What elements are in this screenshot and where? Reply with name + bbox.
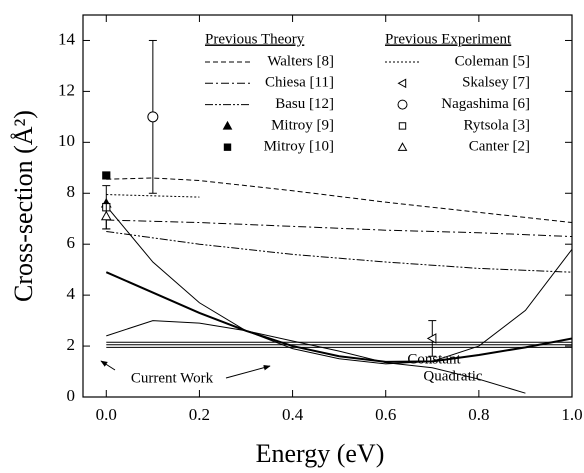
x-tick-label: 0.0 xyxy=(96,405,117,424)
theory-line xyxy=(106,230,572,273)
annotation: Quadratic xyxy=(423,368,482,384)
legend-label: Coleman [5] xyxy=(455,53,530,69)
legend-swatch xyxy=(223,143,232,151)
x-tick-label: 0.4 xyxy=(282,405,304,424)
marker xyxy=(426,333,437,344)
marker xyxy=(102,171,111,180)
y-tick-label: 4 xyxy=(67,284,76,303)
annotation-arrow xyxy=(100,360,116,371)
theory-line xyxy=(106,194,200,198)
legend-label: Basu [12] xyxy=(275,96,334,112)
legend-label: Rytsola [3] xyxy=(464,117,530,133)
y-axis-label: Cross-section (Å²) xyxy=(9,110,38,302)
x-tick-label: 0.6 xyxy=(375,405,396,424)
legend-label: Mitroy [10] xyxy=(264,139,334,155)
legend-swatch xyxy=(222,120,233,130)
theory-line xyxy=(106,177,572,224)
y-tick-label: 6 xyxy=(67,233,76,252)
legend-title: Previous Theory xyxy=(205,31,305,47)
legend-label: Canter [2] xyxy=(469,139,530,155)
y-tick-label: 8 xyxy=(67,182,76,201)
current-work-curve xyxy=(106,320,526,394)
x-axis-label: Energy (eV) xyxy=(256,439,385,468)
annotation-arrow xyxy=(225,364,271,379)
y-tick-label: 10 xyxy=(58,131,75,150)
theory-line xyxy=(106,219,572,238)
x-tick-label: 0.2 xyxy=(189,405,210,424)
current-work-curve xyxy=(105,205,572,365)
marker xyxy=(100,210,112,221)
legend-label: Mitroy [9] xyxy=(271,117,334,133)
annotation: Current Work xyxy=(131,370,214,386)
x-tick-label: 0.8 xyxy=(468,405,489,424)
legend-swatch xyxy=(397,78,407,89)
legend-swatch xyxy=(397,142,408,151)
x-tick-label: 1.0 xyxy=(561,405,582,424)
legend-label: Nagashima [6] xyxy=(441,96,530,112)
marker xyxy=(147,111,159,123)
current-work-curve xyxy=(105,271,572,363)
annotation: Constant xyxy=(407,351,461,367)
legend-label: Walters [8] xyxy=(267,53,334,69)
y-tick-label: 2 xyxy=(67,335,76,354)
plot-frame xyxy=(82,14,573,398)
legend-label: Chiesa [11] xyxy=(265,75,334,91)
y-tick-label: 12 xyxy=(58,80,75,99)
y-tick-label: 14 xyxy=(58,29,76,48)
plot-area xyxy=(100,39,572,394)
legend-swatch xyxy=(398,122,407,130)
y-tick-label: 0 xyxy=(67,386,76,405)
legend-label: Skalsey [7] xyxy=(462,75,530,91)
legend-title: Previous Experiment xyxy=(385,31,512,47)
legend-swatch xyxy=(397,99,408,110)
